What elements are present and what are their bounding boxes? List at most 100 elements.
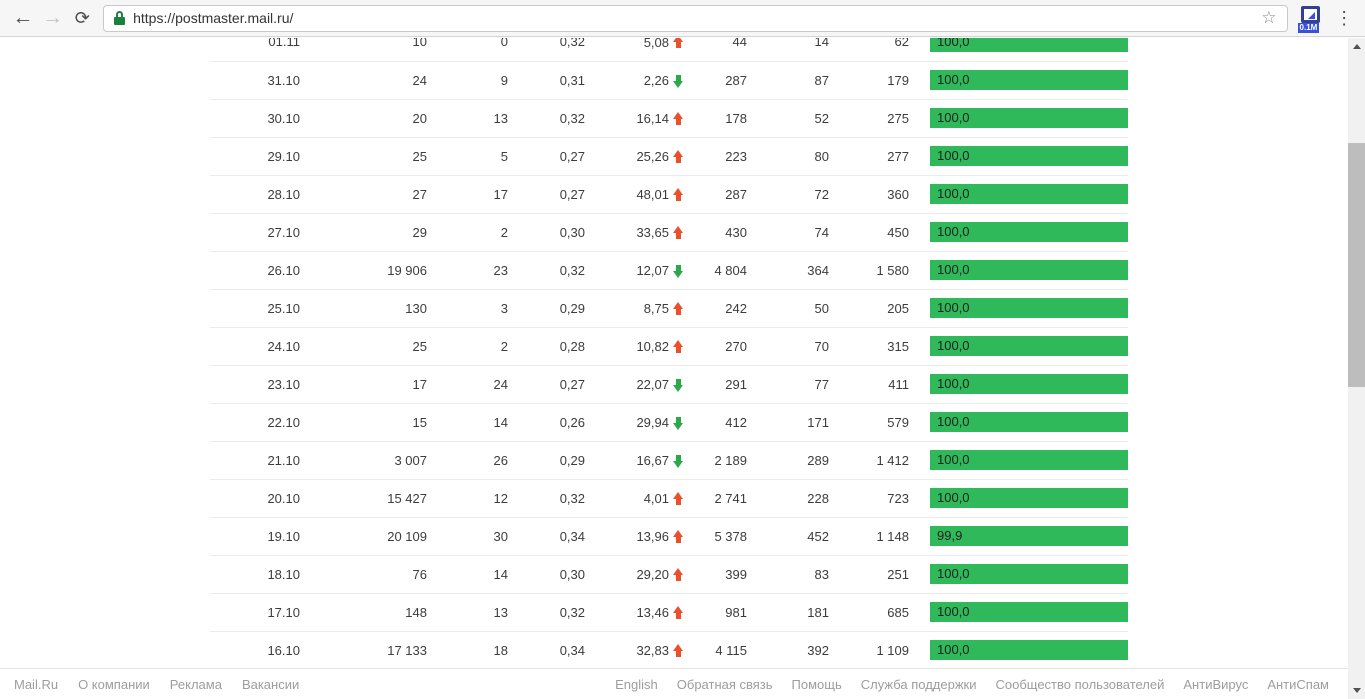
trend-arrow-icon bbox=[673, 149, 684, 164]
extension-button[interactable]: 0.1M bbox=[1297, 3, 1324, 33]
footer-link[interactable]: English bbox=[615, 676, 658, 692]
browser-toolbar: ← → ⟳ ☆ 0.1M ⋮ bbox=[0, 0, 1365, 37]
refresh-button[interactable]: ⟳ bbox=[74, 7, 90, 28]
cell-v1: 20 bbox=[300, 99, 427, 138]
cell-delta: 2,26 bbox=[585, 61, 684, 100]
scroll-down-button[interactable] bbox=[1348, 682, 1365, 699]
footer-link[interactable]: Обратная связь bbox=[676, 676, 773, 692]
cell-v5: 77 bbox=[747, 365, 829, 404]
cell-v6: 315 bbox=[829, 327, 909, 366]
cell-v1: 148 bbox=[300, 593, 427, 632]
success-bar: 100,0 bbox=[930, 336, 1128, 356]
delta-value: 12,07 bbox=[636, 263, 669, 279]
cell-date: 30.10 bbox=[210, 99, 300, 138]
forward-button[interactable]: → bbox=[42, 6, 64, 29]
table-row: 16.10 17 133 18 0,34 32,83 4 115 392 1 1… bbox=[210, 631, 1128, 668]
cell-v4: 178 bbox=[684, 99, 747, 138]
cell-delta: 25,26 bbox=[585, 137, 684, 176]
footer-link[interactable]: Mail.Ru bbox=[14, 676, 59, 692]
back-button[interactable]: ← bbox=[12, 6, 34, 29]
cell-v5: 80 bbox=[747, 137, 829, 176]
success-bar: 100,0 bbox=[930, 450, 1128, 470]
cell-v1: 19 906 bbox=[300, 251, 427, 290]
cell-delta: 33,65 bbox=[585, 213, 684, 252]
trend-arrow-icon bbox=[673, 38, 684, 49]
trend-arrow-icon bbox=[673, 454, 684, 468]
success-bar-label: 100,0 bbox=[937, 186, 970, 201]
footer-link[interactable]: АнтиВирус bbox=[1183, 676, 1249, 692]
table-row: 30.10 20 13 0,32 16,14 178 52 275 100,0 bbox=[210, 99, 1128, 138]
extension-badge: 0.1M bbox=[1297, 23, 1320, 33]
cell-v2: 2 bbox=[427, 213, 508, 252]
cell-v5: 70 bbox=[747, 327, 829, 366]
cell-v4: 5 378 bbox=[684, 517, 747, 556]
footer-link[interactable]: О компании bbox=[78, 676, 150, 692]
cell-date: 20.10 bbox=[210, 479, 300, 518]
cell-v6: 205 bbox=[829, 289, 909, 328]
cell-delta: 16,67 bbox=[585, 441, 684, 480]
scrollbar-thumb[interactable] bbox=[1348, 143, 1365, 387]
cell-delta: 13,46 bbox=[585, 593, 684, 632]
cell-v6: 1 109 bbox=[829, 631, 909, 668]
cell-success: 100,0 bbox=[909, 61, 1128, 100]
cell-v4: 287 bbox=[684, 61, 747, 100]
cell-v6: 1 580 bbox=[829, 251, 909, 290]
cell-date: 28.10 bbox=[210, 175, 300, 214]
trend-arrow-icon bbox=[673, 567, 684, 582]
scroll-up-button[interactable] bbox=[1348, 38, 1365, 55]
cell-success: 100,0 bbox=[909, 593, 1128, 632]
cell-v4: 242 bbox=[684, 289, 747, 328]
footer-link[interactable]: Служба поддержки bbox=[860, 676, 977, 692]
url-input[interactable] bbox=[133, 10, 1260, 26]
cell-v5: 228 bbox=[747, 479, 829, 518]
address-bar[interactable]: ☆ bbox=[103, 4, 1288, 32]
success-bar-label: 100,0 bbox=[937, 566, 970, 581]
cell-success: 100,0 bbox=[909, 137, 1128, 176]
cell-delta: 10,82 bbox=[585, 327, 684, 366]
success-bar-label: 100,0 bbox=[937, 262, 970, 277]
cell-delta: 5,08 bbox=[585, 38, 684, 62]
cell-v1: 3 007 bbox=[300, 441, 427, 480]
footer-link[interactable]: Реклама bbox=[169, 676, 222, 692]
cell-v4: 223 bbox=[684, 137, 747, 176]
cell-v5: 87 bbox=[747, 61, 829, 100]
trend-arrow-icon bbox=[673, 378, 684, 392]
footer-link[interactable]: Вакансии bbox=[241, 676, 300, 692]
footer-link[interactable]: Помощь bbox=[791, 676, 842, 692]
scrollbar[interactable] bbox=[1348, 38, 1365, 699]
cell-v5: 364 bbox=[747, 251, 829, 290]
cell-v5: 74 bbox=[747, 213, 829, 252]
menu-button[interactable]: ⋮ bbox=[1335, 7, 1354, 28]
lock-icon bbox=[114, 11, 126, 25]
success-bar-label: 99,9 bbox=[937, 528, 963, 543]
success-bar: 100,0 bbox=[930, 184, 1128, 204]
cell-v5: 72 bbox=[747, 175, 829, 214]
cell-v4: 287 bbox=[684, 175, 747, 214]
cell-v6: 62 bbox=[829, 38, 909, 62]
bookmark-star-icon[interactable]: ☆ bbox=[1261, 8, 1277, 27]
cell-success: 100,0 bbox=[909, 631, 1128, 668]
success-bar-label: 100,0 bbox=[937, 38, 970, 49]
cell-v2: 9 bbox=[427, 61, 508, 100]
cell-v3: 0,32 bbox=[508, 38, 585, 62]
table-row: 31.10 24 9 0,31 2,26 287 87 179 100,0 bbox=[210, 61, 1128, 100]
success-bar-label: 100,0 bbox=[937, 642, 970, 657]
success-bar: 100,0 bbox=[930, 564, 1128, 584]
cell-v2: 2 bbox=[427, 327, 508, 366]
cell-v5: 14 bbox=[747, 38, 829, 62]
success-bar-label: 100,0 bbox=[937, 72, 970, 87]
cell-v4: 4 804 bbox=[684, 251, 747, 290]
success-bar-label: 100,0 bbox=[937, 414, 970, 429]
trend-arrow-icon bbox=[673, 339, 684, 354]
cell-v6: 251 bbox=[829, 555, 909, 594]
footer-link[interactable]: Сообщество пользователей bbox=[995, 676, 1165, 692]
cell-v3: 0,26 bbox=[508, 403, 585, 442]
cell-v2: 17 bbox=[427, 175, 508, 214]
cell-v5: 50 bbox=[747, 289, 829, 328]
success-bar-label: 100,0 bbox=[937, 110, 970, 125]
footer-link[interactable]: АнтиСпам bbox=[1267, 676, 1329, 692]
delta-value: 29,94 bbox=[636, 415, 669, 431]
success-bar-label: 100,0 bbox=[937, 452, 970, 467]
cell-v6: 723 bbox=[829, 479, 909, 518]
success-bar: 100,0 bbox=[930, 374, 1128, 394]
